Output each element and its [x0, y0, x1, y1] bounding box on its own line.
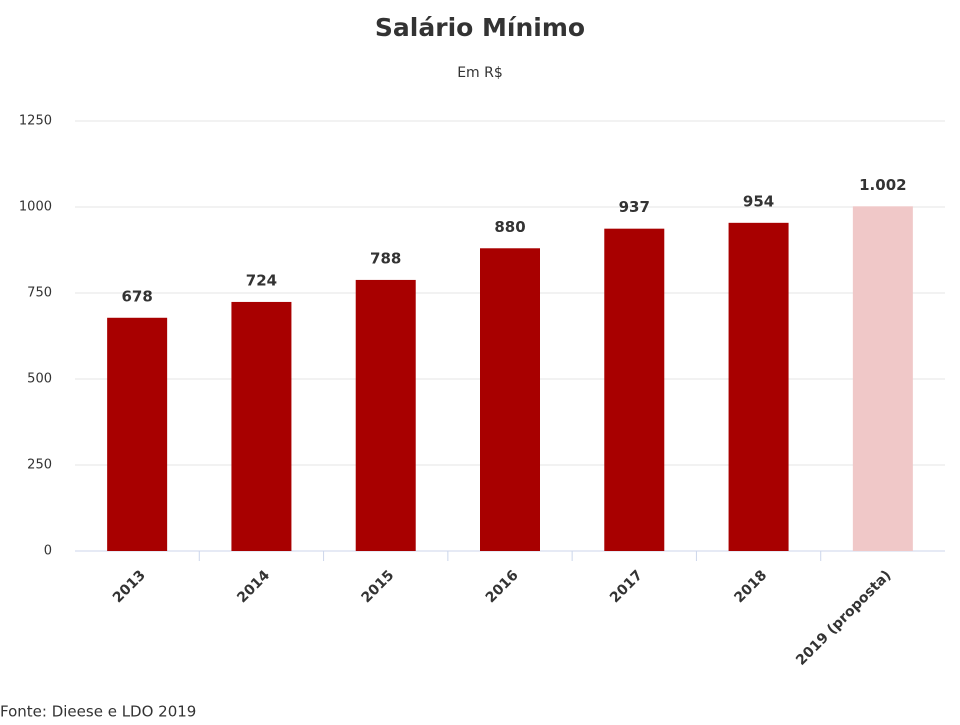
x-tick-label: 2017: [607, 567, 646, 606]
x-tick-label: 2018: [731, 567, 770, 606]
bar: [480, 248, 540, 551]
x-tick-label: 2013: [110, 567, 149, 606]
bar: [107, 317, 168, 551]
y-tick-label: 1000: [19, 200, 52, 215]
value-label: 678: [121, 287, 152, 305]
x-tick-label: 2016: [483, 567, 522, 606]
source-note: Fonte: Dieese e LDO 2019: [0, 703, 196, 721]
bar: [852, 206, 913, 551]
chart-subtitle: Em R$: [457, 65, 503, 81]
y-tick-label: 750: [27, 286, 52, 301]
value-label: 724: [246, 271, 277, 289]
value-label: 788: [370, 249, 401, 267]
y-tick-label: 0: [44, 544, 52, 559]
bar: [604, 228, 665, 551]
bar: [355, 279, 416, 551]
y-tick-label: 250: [27, 458, 52, 473]
bar: [728, 222, 789, 551]
bar: [231, 301, 292, 551]
x-tick-label: 2015: [359, 567, 398, 606]
y-tick-label: 1250: [19, 114, 52, 129]
chart-title: Salário Mínimo: [375, 13, 585, 42]
value-label: 1.002: [859, 176, 906, 194]
x-tick-label: 2014: [234, 567, 273, 606]
value-label: 937: [619, 198, 650, 216]
x-tick-label: 2019 (proposta): [793, 567, 894, 668]
value-label: 880: [494, 218, 525, 236]
y-tick-label: 500: [27, 372, 52, 387]
value-label: 954: [743, 192, 774, 210]
